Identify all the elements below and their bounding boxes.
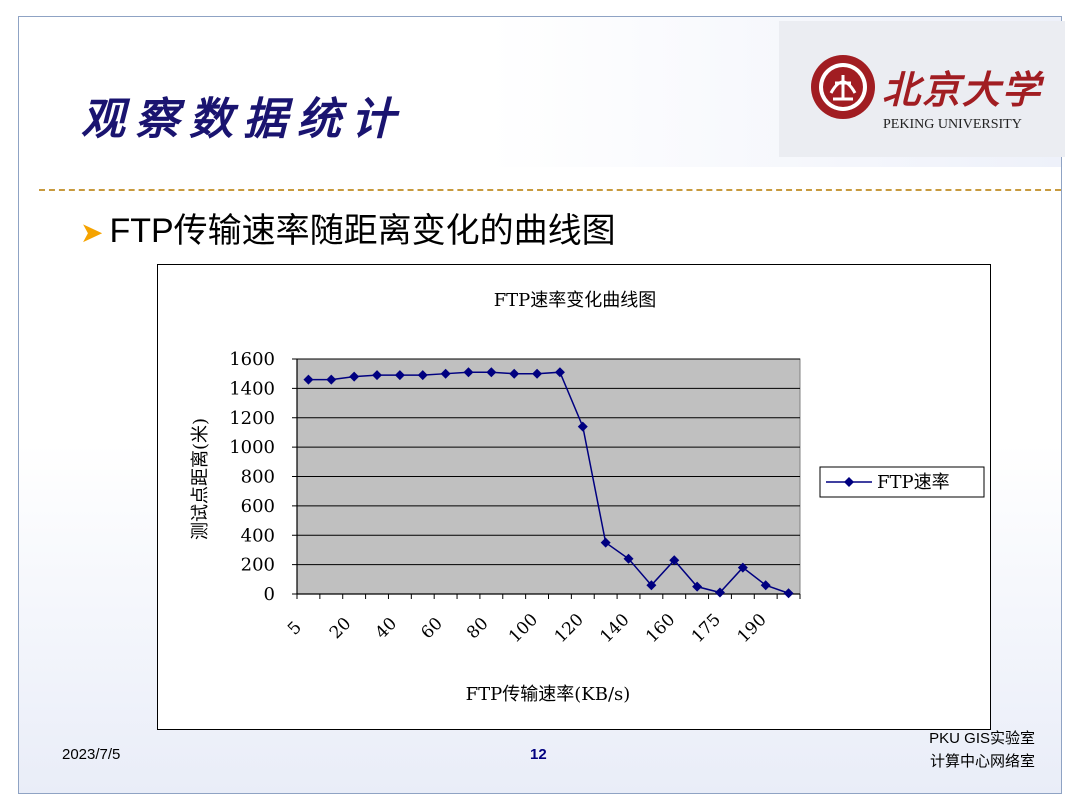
x-tick-label: 175: [688, 610, 725, 647]
bullet-item: ➤ FTP传输速率随距离变化的曲线图: [80, 203, 616, 252]
y-tick-label: 800: [241, 467, 275, 488]
logo-english-text: PEKING UNIVERSITY: [883, 117, 1022, 132]
x-tick-label: 5: [284, 618, 306, 640]
data-point: [646, 580, 657, 591]
y-tick-label: 1400: [229, 378, 275, 399]
x-tick-label: 100: [505, 610, 542, 647]
data-point: [760, 580, 771, 591]
footer-lab-line2: 计算中心网络室: [929, 753, 1035, 770]
data-point: [486, 367, 497, 378]
y-tick-label: 200: [241, 555, 275, 576]
y-tick-label: 0: [264, 584, 275, 605]
legend-marker: [844, 477, 854, 487]
y-tick-label: 1600: [229, 349, 275, 370]
x-tick-label: 80: [463, 614, 492, 643]
y-tick-label: 400: [241, 525, 275, 546]
line-chart: FTP速率变化曲线图 0 200 400 600 800 1000 1200 1400 1600 5…: [190, 290, 985, 705]
x-axis-title: FTP传输速率(KB/s): [466, 684, 631, 705]
data-point: [326, 374, 337, 385]
logo-chinese-text: 北京大学: [882, 67, 1043, 112]
y-tick-label: 1000: [229, 437, 275, 458]
bullet-arrow-icon: ➤: [80, 217, 104, 248]
data-point: [623, 553, 634, 564]
legend-label: FTP速率: [877, 472, 950, 493]
data-point: [737, 562, 748, 573]
chart-title: FTP速率变化曲线图: [494, 290, 657, 311]
data-point: [463, 367, 474, 378]
y-tick-label: 600: [241, 496, 275, 517]
x-tick-label: 40: [372, 614, 401, 643]
series-line: [308, 371, 789, 594]
y-tick-label: 1200: [229, 408, 275, 429]
data-point: [692, 581, 703, 592]
data-point: [554, 367, 565, 378]
data-point: [532, 368, 543, 379]
data-point: [372, 370, 383, 381]
x-tick-label: 60: [417, 614, 446, 643]
data-point: [783, 588, 794, 599]
slide-title: 观察数据统计: [81, 94, 405, 145]
university-seal-icon: [811, 55, 875, 119]
x-tick-label: 190: [734, 610, 771, 647]
data-point: [669, 555, 680, 566]
x-tick-label: 20: [326, 614, 355, 643]
page-number: 12: [530, 746, 547, 763]
chart-container: FTP速率变化曲线图 0 200 400 600 800 1000 1200 1400 1600 5…: [157, 264, 991, 730]
data-point: [509, 368, 520, 379]
data-point: [600, 537, 611, 548]
data-point: [440, 368, 451, 379]
x-tick-label: 160: [642, 610, 679, 647]
data-point: [394, 370, 405, 381]
data-point: [577, 421, 588, 432]
footer-date: 2023/7/5: [62, 746, 121, 763]
footer-lab: PKU GIS实验室 计算中心网络室: [855, 727, 1035, 773]
data-point: [714, 587, 725, 598]
peking-university-logo: 北京大学 PEKING UNIVERSITY: [779, 21, 1065, 157]
x-tick-label: 120: [551, 610, 588, 647]
data-point: [349, 371, 360, 382]
footer-lab-line1: PKU GIS实验室: [929, 730, 1035, 747]
data-point: [303, 374, 314, 385]
bullet-text: FTP传输速率随距离变化的曲线图: [109, 212, 616, 250]
x-tick-label: 140: [596, 610, 633, 647]
data-point: [417, 370, 428, 381]
y-axis-title: 测试点距离(米): [190, 418, 211, 540]
title-divider: [39, 189, 1061, 191]
